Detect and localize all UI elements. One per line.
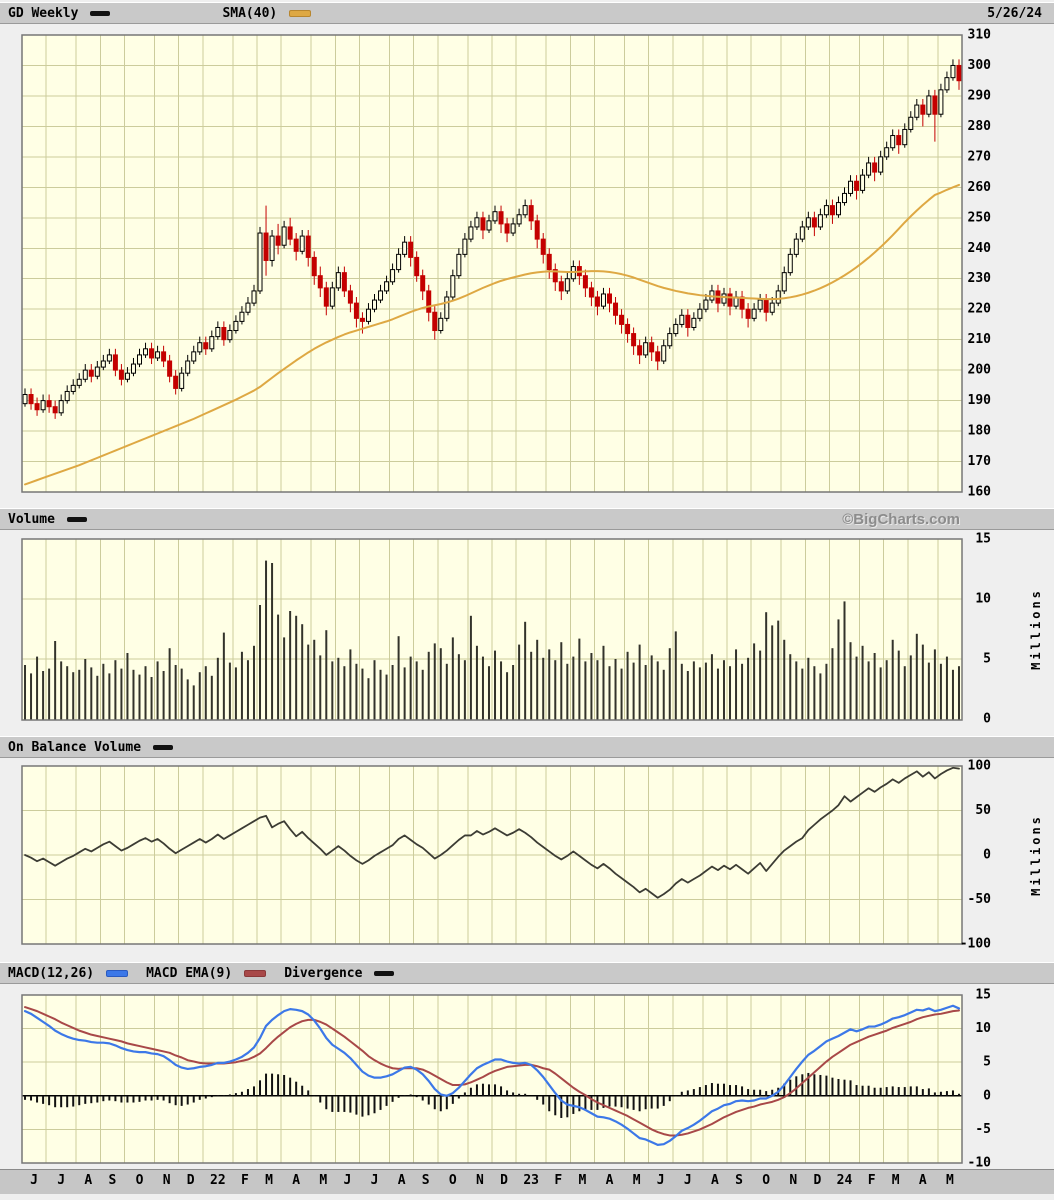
svg-text:Millions: Millions — [1029, 588, 1043, 670]
price-panel-header: GD Weekly SMA(40) 5/26/24 — [0, 2, 1054, 24]
volume-legend-dash-icon — [66, 516, 87, 522]
svg-text:15: 15 — [975, 532, 991, 547]
svg-text:-5: -5 — [975, 1122, 991, 1137]
x-axis-label: J — [656, 1173, 665, 1188]
x-axis-label: M — [578, 1173, 587, 1188]
x-axis-label: M — [265, 1173, 273, 1188]
svg-text:240: 240 — [968, 241, 992, 256]
macd-chart-panel: 15 10 5 0 -5 -10 — [21, 988, 992, 1170]
svg-text:200: 200 — [968, 363, 992, 378]
svg-text:310: 310 — [968, 28, 992, 43]
symbol-title: GD Weekly — [8, 5, 79, 21]
x-axis-label: D — [186, 1173, 195, 1188]
svg-text:0: 0 — [983, 1088, 991, 1103]
volume-title: Volume — [8, 511, 55, 527]
x-axis-label: J — [370, 1173, 379, 1188]
sma-legend-dash-icon — [289, 9, 312, 17]
macd-legend-dash-icon — [106, 969, 129, 977]
svg-text:15: 15 — [975, 988, 991, 1003]
x-axis-label: N — [789, 1173, 798, 1188]
svg-text:260: 260 — [968, 180, 992, 195]
svg-text:270: 270 — [968, 149, 992, 164]
price-legend-dash-icon — [90, 10, 111, 16]
svg-text:5: 5 — [983, 1055, 991, 1070]
x-axis-label: A — [711, 1173, 719, 1188]
x-axis-label: S — [735, 1173, 743, 1188]
bigcharts-watermark: ©BigCharts.com — [842, 510, 960, 528]
macd-ema-legend-dash-icon — [244, 969, 267, 977]
x-axis-label: F — [554, 1173, 563, 1188]
x-axis-label: M — [946, 1173, 954, 1188]
x-axis-label: O — [448, 1173, 457, 1188]
x-axis-label: D — [813, 1173, 822, 1188]
x-axis-label: D — [500, 1173, 508, 1188]
svg-text:190: 190 — [968, 393, 992, 408]
svg-text:-50: -50 — [968, 892, 992, 907]
x-axis-label: M — [891, 1173, 900, 1188]
svg-text:160: 160 — [968, 485, 992, 499]
svg-text:5: 5 — [983, 652, 991, 667]
macd-panel-header: MACD(12,26) MACD EMA(9) Divergence — [0, 962, 1054, 984]
obv-chart-panel: 100 50 0 -50 -100 Millions — [21, 759, 1043, 951]
svg-text:220: 220 — [968, 302, 992, 317]
svg-text:210: 210 — [968, 332, 992, 347]
x-axis-label: F — [867, 1173, 876, 1188]
x-axis-label: F — [241, 1173, 249, 1188]
x-axis-label: A — [918, 1173, 927, 1188]
svg-text:50: 50 — [975, 803, 991, 818]
divergence-legend-dash-icon — [374, 970, 395, 976]
volume-chart-panel: 15 10 5 0 Millions — [21, 532, 1043, 726]
x-axis-label: O — [762, 1173, 771, 1188]
x-axis-label: A — [605, 1173, 614, 1188]
svg-text:290: 290 — [968, 88, 992, 103]
x-axis-label: S — [108, 1173, 117, 1188]
volume-panel-header: Volume ©BigCharts.com — [0, 508, 1054, 530]
svg-text:250: 250 — [968, 210, 992, 225]
x-axis-label: 24 — [836, 1173, 853, 1188]
x-axis-label: S — [421, 1173, 430, 1188]
chart-date: 5/26/24 — [987, 5, 1042, 21]
macd-label: MACD(12,26) — [8, 965, 95, 981]
x-axis-label: O — [135, 1173, 144, 1188]
x-axis-label: A — [292, 1173, 301, 1188]
x-axis-label: N — [162, 1173, 171, 1188]
obv-panel-header: On Balance Volume — [0, 736, 1054, 758]
x-axis-label: 23 — [523, 1173, 539, 1188]
obv-legend-dash-icon — [153, 744, 174, 750]
x-axis-label: M — [632, 1173, 641, 1188]
x-axis-label: A — [84, 1173, 93, 1188]
svg-text:100: 100 — [968, 759, 992, 774]
x-axis-strip: J J A S O N D 22 F M A M J J A S O N D 23 F M A M J J A S O N D 24 F M A M — [0, 1169, 1054, 1194]
x-axis-label: M — [319, 1173, 328, 1188]
svg-text:280: 280 — [968, 119, 992, 134]
svg-text:180: 180 — [968, 424, 992, 439]
x-axis-label: J — [683, 1173, 692, 1188]
svg-text:230: 230 — [968, 271, 992, 286]
svg-text:170: 170 — [968, 454, 992, 469]
price-chart-panel: 310 300 290 280 270 260 250 240 230 220 210 200 190 1… — [21, 28, 992, 499]
svg-text:10: 10 — [975, 592, 991, 607]
svg-text:-100: -100 — [960, 937, 991, 951]
svg-text:300: 300 — [968, 58, 992, 73]
svg-text:Millions: Millions — [1029, 814, 1043, 896]
x-axis-label: N — [476, 1173, 484, 1188]
x-axis-label: J — [57, 1173, 66, 1188]
x-axis-label: J — [30, 1173, 38, 1188]
sma-label: SMA(40) — [222, 5, 278, 21]
svg-text:-10: -10 — [968, 1156, 992, 1170]
macd-ema-label: MACD EMA(9) — [146, 965, 233, 981]
svg-text:10: 10 — [975, 1021, 991, 1036]
x-axis-label: A — [397, 1173, 406, 1188]
obv-title: On Balance Volume — [8, 739, 142, 755]
svg-text:0: 0 — [983, 848, 991, 863]
x-axis-label: J — [343, 1173, 352, 1188]
x-axis-label: 22 — [210, 1173, 226, 1188]
divergence-label: Divergence — [284, 965, 363, 981]
svg-text:0: 0 — [983, 712, 991, 726]
